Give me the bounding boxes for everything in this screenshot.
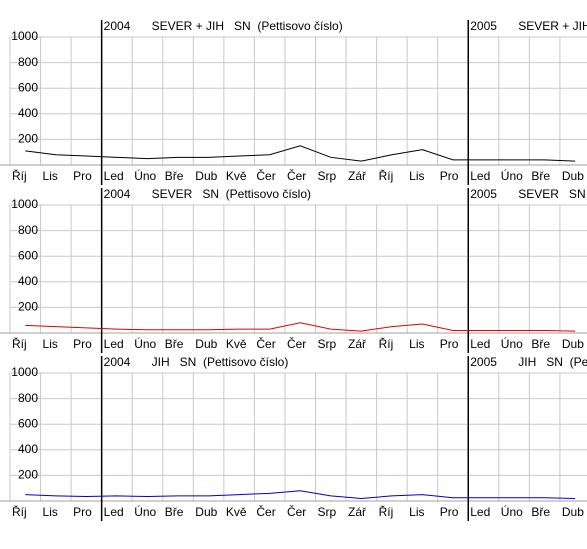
x-tick-label: Čer [256,504,275,519]
x-tick-label: Lis [409,337,424,351]
year-label: 2005 [470,19,497,33]
x-tick-label: Bře [165,337,184,351]
y-tick-label: 1000 [11,29,38,43]
x-tick-label: Lis [409,169,424,183]
x-tick-label: Bře [531,505,550,519]
x-tick-label: Pro [440,169,459,183]
y-tick-label: 800 [18,55,38,69]
x-tick-label: Led [104,169,124,183]
y-tick-label: 800 [18,223,38,237]
y-tick-label: 1000 [11,365,38,379]
panel-title: SEVER + JIH SN (Pettisovo číslo) [152,19,343,33]
x-tick-label: Pro [440,337,459,351]
x-tick-label: Kvě [226,505,247,519]
x-tick-label: Lis [43,505,58,519]
x-tick-label: Pro [73,505,92,519]
year-label: 2005 [470,355,497,369]
panel-title: SEVER SN (Pettisovo číslo) [152,187,311,201]
x-tick-label: Zář [348,337,367,351]
x-tick-label: Srp [318,169,337,183]
x-tick-label: Kvě [226,337,247,351]
x-tick-label: Čer [256,336,275,351]
y-tick-label: 400 [18,442,38,456]
series-line [25,322,576,332]
x-tick-label: Pro [73,169,92,183]
x-tick-label: Dub [195,169,217,183]
x-tick-label: Úno [134,168,156,183]
series-line [25,145,576,162]
x-tick-label: Kvě [226,169,247,183]
panel-title: JIH SN (Pettisovo číslo) [152,355,289,369]
x-tick-label: Dub [195,505,217,519]
x-tick-label: Led [104,337,124,351]
x-tick-label: Říj [12,504,27,519]
y-tick-label: 200 [18,132,38,146]
x-tick-label: Říj [12,168,27,183]
x-tick-label: Bře [531,169,550,183]
x-tick-label: Čer [287,336,306,351]
x-tick-label: Dub [195,337,217,351]
x-tick-label: Lis [43,337,58,351]
x-tick-label: Zář [348,169,367,183]
x-tick-label: Lis [43,169,58,183]
x-tick-label: Pro [73,337,92,351]
panel-title: SEVER SN (Pettisovo číslo) [518,187,587,201]
x-tick-label: Lis [409,505,424,519]
x-tick-label: Bře [531,337,550,351]
x-tick-label: Říj [379,504,394,519]
x-tick-label: Úno [501,168,523,183]
panel-title: SEVER + JIH SN (Pettisovo číslo) [518,19,587,33]
series-line [25,490,576,499]
y-tick-label: 200 [18,468,38,482]
x-tick-label: Bře [165,505,184,519]
x-tick-label: Úno [501,336,523,351]
x-tick-label: Pro [440,505,459,519]
x-tick-label: Úno [134,336,156,351]
x-tick-label: Srp [318,505,337,519]
x-tick-label: Říj [12,336,27,351]
year-label: 2004 [104,19,131,33]
year-label: 2005 [470,187,497,201]
panel-title: JIH SN (Pettisovo číslo) [518,355,587,369]
year-label: 2004 [104,187,131,201]
x-tick-label: Led [104,505,124,519]
x-tick-label: Úno [501,504,523,519]
x-tick-label: Bře [165,169,184,183]
y-tick-label: 200 [18,300,38,314]
x-tick-label: Led [470,505,490,519]
y-tick-label: 1000 [11,197,38,211]
x-tick-label: Led [470,337,490,351]
y-tick-label: 600 [18,248,38,262]
x-tick-label: Říj [379,336,394,351]
x-tick-label: Úno [134,504,156,519]
x-tick-label: Čer [287,504,306,519]
y-tick-label: 400 [18,106,38,120]
x-tick-label: Led [470,169,490,183]
x-tick-label: Dub [562,505,584,519]
x-tick-label: Dub [562,337,584,351]
x-tick-label: Čer [287,168,306,183]
x-tick-label: Čer [256,168,275,183]
x-tick-label: Zář [348,505,367,519]
x-tick-label: Říj [379,168,394,183]
x-tick-label: Srp [318,337,337,351]
year-label: 2004 [104,355,131,369]
y-tick-label: 800 [18,391,38,405]
x-tick-label: Dub [562,169,584,183]
y-tick-label: 600 [18,80,38,94]
y-tick-label: 600 [18,416,38,430]
y-tick-label: 400 [18,274,38,288]
